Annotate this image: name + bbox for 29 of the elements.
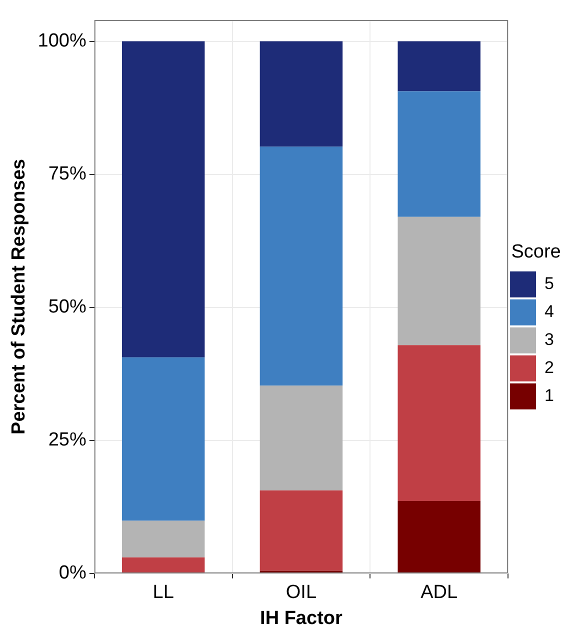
y-axis-title: Percent of Student Responses [8, 158, 30, 434]
bar [260, 386, 343, 490]
bar [398, 91, 480, 217]
bar [398, 216, 480, 346]
bar [260, 41, 343, 147]
legend-label: 3 [544, 330, 554, 350]
y-tick-label: 50% [48, 296, 86, 318]
legend-label: 4 [544, 302, 554, 322]
bar [398, 501, 480, 573]
legend-title: Score [511, 241, 561, 262]
x-tick-label: OIL [286, 582, 317, 604]
bar [260, 490, 343, 571]
bar [398, 345, 480, 502]
y-tick-label: 100% [38, 30, 86, 52]
bar [122, 357, 205, 521]
bar [398, 41, 480, 92]
bar [260, 146, 343, 386]
legend-label: 2 [544, 358, 554, 378]
legend-label: 1 [544, 386, 554, 406]
x-tick-label: ADL [420, 582, 458, 604]
y-tick-label: 75% [48, 164, 86, 185]
legend-label: 5 [544, 274, 554, 294]
bar [122, 41, 205, 358]
x-tick-label: LL [152, 582, 174, 604]
x-axis-title: IH Factor [260, 608, 343, 629]
y-tick-label: 0% [58, 562, 86, 584]
bar [122, 557, 205, 573]
bar [122, 520, 205, 558]
y-tick-label: 25% [48, 430, 86, 451]
